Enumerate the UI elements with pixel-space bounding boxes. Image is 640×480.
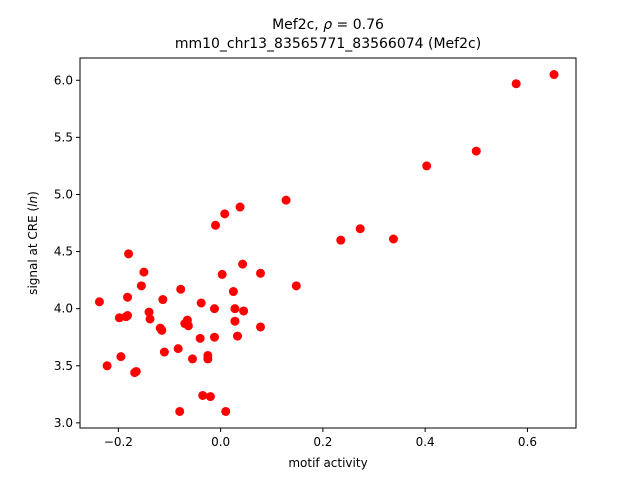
- chart-title-line2: mm10_chr13_83565771_83566074 (Mef2c): [175, 36, 481, 52]
- data-point: [228, 287, 238, 297]
- y-tick-label: 5.0: [54, 187, 73, 201]
- data-point: [102, 361, 112, 371]
- data-point: [123, 292, 133, 302]
- data-point: [235, 202, 245, 212]
- x-tick-label: 0.6: [518, 435, 537, 449]
- data-point: [159, 347, 169, 357]
- data-points: [94, 70, 559, 416]
- data-point: [281, 195, 291, 205]
- data-point: [144, 307, 154, 317]
- data-point: [422, 161, 432, 171]
- data-point: [136, 281, 146, 291]
- x-axis-label: motif activity: [288, 456, 367, 470]
- data-point: [116, 352, 126, 362]
- data-point: [209, 332, 219, 342]
- data-point: [173, 344, 183, 354]
- y-axis-ticks: 3.0 3.5 4.0 4.5 5.0 5.5 6.0: [54, 73, 80, 430]
- data-point: [238, 259, 248, 269]
- y-tick-label: 4.0: [54, 302, 73, 316]
- data-point: [336, 235, 346, 245]
- data-point: [388, 234, 398, 244]
- data-point: [511, 79, 521, 89]
- data-point: [217, 269, 227, 279]
- data-point: [291, 281, 301, 291]
- data-point: [205, 392, 215, 402]
- data-point: [196, 298, 206, 308]
- data-point: [183, 321, 193, 331]
- y-tick-label: 5.5: [54, 130, 73, 144]
- x-tick-label: −0.2: [104, 435, 133, 449]
- data-point: [232, 331, 242, 341]
- chart-title-line1: Mef2c, ρ = 0.76: [272, 17, 384, 33]
- data-point: [256, 322, 265, 332]
- data-point: [175, 406, 185, 416]
- data-point: [94, 297, 104, 307]
- x-tick-label: 0.4: [416, 435, 435, 449]
- data-point: [121, 312, 131, 322]
- y-axis-label: signal at CRE (ln): [26, 191, 40, 295]
- data-point: [195, 333, 205, 343]
- data-point: [230, 304, 240, 314]
- data-point: [209, 304, 219, 314]
- plot-frame: [79, 57, 577, 429]
- data-point: [221, 406, 231, 416]
- data-point: [139, 267, 149, 277]
- data-point: [549, 70, 559, 80]
- data-point: [471, 146, 481, 156]
- y-tick-label: 3.0: [54, 416, 73, 430]
- data-point: [230, 316, 240, 326]
- y-tick-label: 4.5: [54, 245, 73, 259]
- data-point: [114, 313, 124, 323]
- data-point: [157, 325, 167, 335]
- data-point: [158, 295, 168, 305]
- data-point: [124, 249, 134, 259]
- data-point: [239, 306, 249, 316]
- x-tick-label: 0.2: [313, 435, 332, 449]
- x-tick-label: 0.0: [211, 435, 230, 449]
- data-point: [203, 354, 213, 364]
- data-point: [130, 368, 140, 378]
- y-tick-label: 3.5: [54, 359, 73, 373]
- data-point: [198, 390, 208, 400]
- data-point: [256, 268, 265, 278]
- data-point: [355, 224, 365, 234]
- y-tick-label: 6.0: [54, 73, 73, 87]
- x-axis-ticks: −0.2 0.0 0.2 0.4 0.6: [104, 428, 537, 449]
- data-point: [187, 354, 197, 364]
- data-point: [220, 209, 230, 219]
- data-point: [211, 220, 221, 230]
- data-point: [176, 284, 186, 294]
- data-point: [145, 314, 155, 324]
